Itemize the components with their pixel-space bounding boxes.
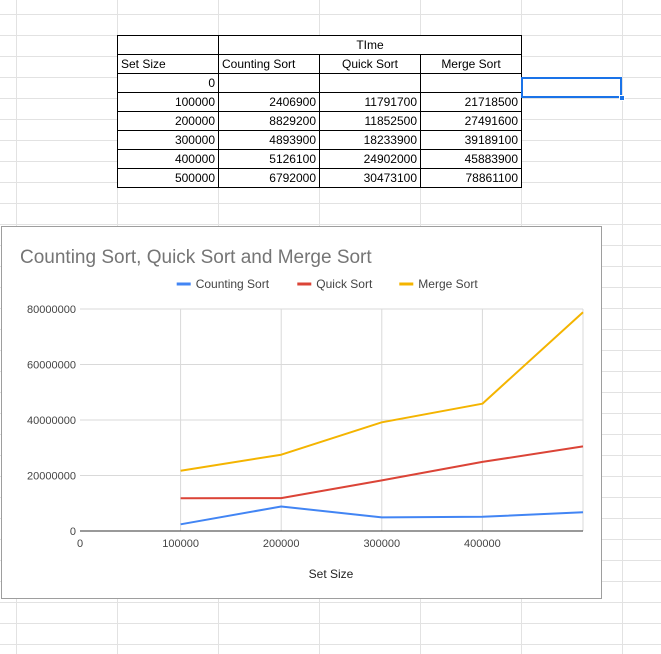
- table-header-cell[interactable]: Quick Sort: [319, 54, 421, 74]
- table-cell[interactable]: 11852500: [319, 111, 421, 131]
- table-cell[interactable]: 24902000: [319, 149, 421, 169]
- x-tick-label: 0: [77, 538, 83, 550]
- selected-cell[interactable]: [521, 77, 622, 98]
- table-header-cell[interactable]: Counting Sort: [218, 54, 320, 74]
- x-tick-label: 400000: [464, 538, 501, 550]
- table-cell[interactable]: [420, 73, 522, 93]
- table-cell[interactable]: 5126100: [218, 149, 320, 169]
- table-cell[interactable]: 8829200: [218, 111, 320, 131]
- table-cell[interactable]: 6792000: [218, 168, 320, 188]
- table-row: 0: [117, 73, 522, 93]
- x-tick-label: 100000: [162, 538, 199, 550]
- x-axis-title: Set Size: [309, 567, 354, 581]
- table-row: 100000 2406900 11791700 21718500: [117, 92, 522, 112]
- y-tick-label: 20000000: [27, 471, 76, 483]
- table-cell[interactable]: [218, 73, 320, 93]
- table-cell[interactable]: 200000: [117, 111, 219, 131]
- table-cell[interactable]: 11791700: [319, 92, 421, 112]
- table-cell[interactable]: 45883900: [420, 149, 522, 169]
- chart-series: [180, 311, 584, 526]
- table-cell[interactable]: [319, 73, 421, 93]
- table-group-header-row: TIme: [117, 35, 522, 55]
- table-cell[interactable]: 39189100: [420, 130, 522, 150]
- data-table: TIme Set Size Counting Sort Quick Sort M…: [117, 35, 522, 188]
- chart-canvas: 0 20000000 40000000 60000000 80000000 0 100000…: [20, 247, 584, 581]
- table-group-header[interactable]: TIme: [218, 35, 522, 55]
- table-header-cell[interactable]: Merge Sort: [420, 54, 522, 74]
- table-cell[interactable]: 500000: [117, 168, 219, 188]
- table-row: 500000 6792000 30473100 78861100: [117, 168, 522, 188]
- series-line-counting-sort: [180, 505, 584, 526]
- table-row: 300000 4893900 18233900 39189100: [117, 130, 522, 150]
- table-cell[interactable]: 4893900: [218, 130, 320, 150]
- table-cell[interactable]: 30473100: [319, 168, 421, 188]
- series-line-quick-sort: [180, 445, 584, 500]
- y-tick-label: 80000000: [27, 304, 76, 316]
- table-cell[interactable]: 18233900: [319, 130, 421, 150]
- fill-handle[interactable]: [619, 95, 625, 101]
- legend-label: Quick Sort: [316, 277, 373, 291]
- table-cell[interactable]: 300000: [117, 130, 219, 150]
- chart-title: Counting Sort, Quick Sort and Merge Sort: [20, 247, 372, 268]
- table-cell[interactable]: 0: [117, 73, 219, 93]
- chart-legend: Counting Sort Quick Sort Merge Sort: [176, 277, 478, 291]
- chart-axes: 0 20000000 40000000 60000000 80000000 0 100000…: [27, 304, 583, 550]
- table-cell[interactable]: 100000: [117, 92, 219, 112]
- line-chart[interactable]: 0 20000000 40000000 60000000 80000000 0 100000…: [1, 226, 602, 599]
- y-tick-label: 0: [70, 526, 76, 538]
- table-cell[interactable]: 78861100: [420, 168, 522, 188]
- table-corner-cell[interactable]: [117, 35, 219, 55]
- table-header-cell[interactable]: Set Size: [117, 54, 219, 74]
- series-line-merge-sort: [180, 311, 584, 472]
- table-header-row: Set Size Counting Sort Quick Sort Merge …: [117, 54, 522, 74]
- y-tick-label: 40000000: [27, 415, 76, 427]
- legend-label: Counting Sort: [196, 277, 270, 291]
- x-tick-label: 200000: [263, 538, 300, 550]
- y-tick-label: 60000000: [27, 360, 76, 372]
- table-cell[interactable]: 2406900: [218, 92, 320, 112]
- chart-gridlines: [80, 308, 584, 531]
- table-row: 400000 5126100 24902000 45883900: [117, 149, 522, 169]
- x-tick-label: 300000: [363, 538, 400, 550]
- table-row: 200000 8829200 11852500 27491600: [117, 111, 522, 131]
- table-cell[interactable]: 400000: [117, 149, 219, 169]
- legend-label: Merge Sort: [418, 277, 478, 291]
- table-cell[interactable]: 27491600: [420, 111, 522, 131]
- table-cell[interactable]: 21718500: [420, 92, 522, 112]
